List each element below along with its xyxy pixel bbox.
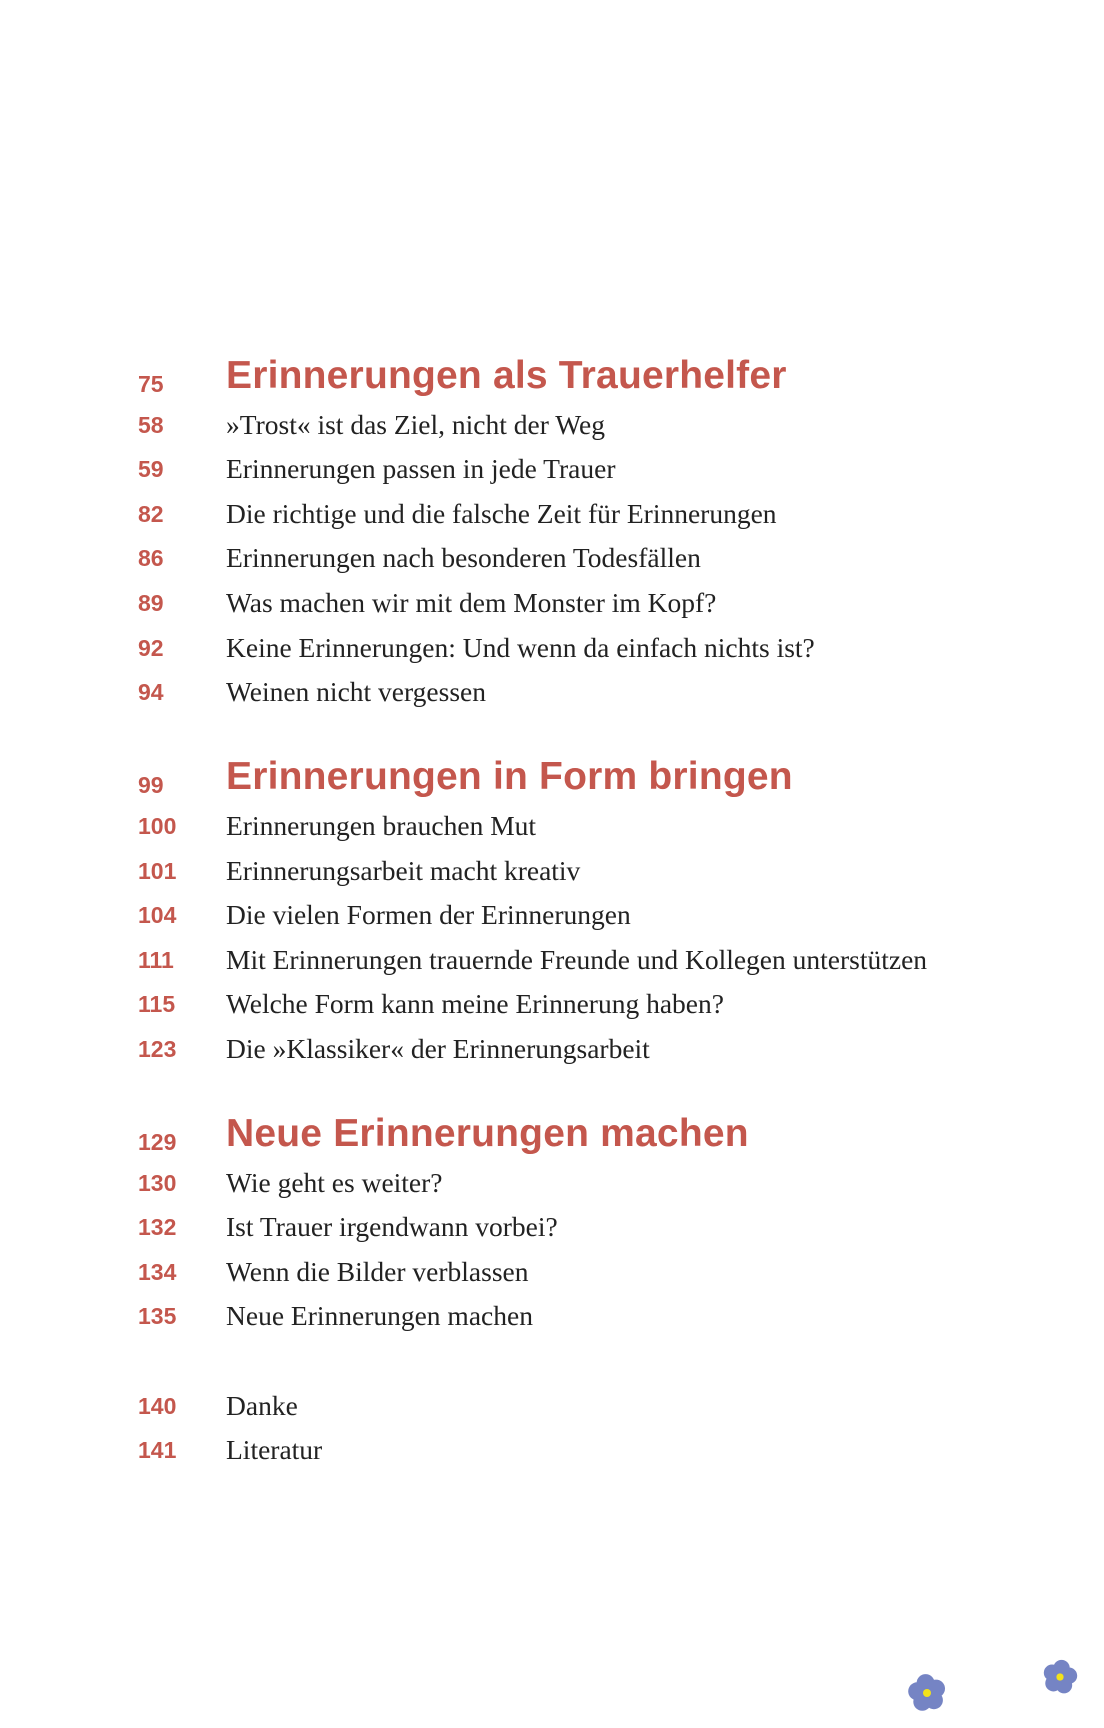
- page-number: 99: [138, 772, 164, 799]
- entry-title: Literatur: [226, 1434, 323, 1466]
- page-number: 135: [138, 1303, 177, 1330]
- entry-title: Erinnerungen passen in jede Trauer: [226, 453, 616, 485]
- entry-title: Erinnerungen nach besonderen Todesfällen: [226, 542, 701, 574]
- page-number: 58: [138, 411, 164, 438]
- entry-title: Ist Trauer irgendwann vorbei?: [226, 1211, 558, 1243]
- page-number: 115: [138, 991, 176, 1018]
- page-number: 132: [138, 1214, 177, 1241]
- toc-section: 99 Erinnerungen in Form bringen 100 Erinner…: [0, 755, 1104, 1072]
- page-number: 111: [138, 946, 174, 973]
- section-heading[interactable]: 129 Neue Erinnerungen machen: [0, 1112, 1104, 1161]
- entry-title: »Trost« ist das Ziel, nicht der Weg: [226, 408, 605, 440]
- page-number: 92: [138, 634, 164, 661]
- page-number: 141: [138, 1437, 177, 1464]
- page-number: 129: [138, 1129, 177, 1156]
- section-heading[interactable]: 75 Erinnerungen als Trauerhelfer: [0, 354, 1104, 403]
- entry-title: Erinnerungsarbeit macht kreativ: [226, 854, 581, 886]
- toc-entry[interactable]: 134 Wenn die Bilder verblassen: [0, 1250, 1104, 1295]
- entry-title: Die vielen Formen der Erinnerungen: [226, 899, 631, 931]
- toc-section: 75 Erinnerungen als Trauerhelfer 58 »Trost«…: [0, 354, 1104, 715]
- page-number: 59: [138, 456, 164, 483]
- section-spacer: [0, 1072, 1104, 1117]
- entry-title: Was machen wir mit dem Monster im Kopf?: [226, 586, 717, 618]
- entry-title: Mit Erinnerungen trauernde Freunde und K…: [226, 943, 928, 975]
- toc-entry[interactable]: 132 Ist Trauer irgendwann vorbei?: [0, 1205, 1104, 1250]
- page-number: 75: [138, 371, 164, 397]
- toc-entry[interactable]: 115 Welche Form kann meine Erinnerung hab…: [0, 982, 1104, 1027]
- page-number: 123: [138, 1035, 177, 1062]
- toc-entry[interactable]: 58 »Trost« ist das Ziel, nicht der Weg: [0, 403, 1104, 448]
- toc-entry[interactable]: 135 Neue Erinnerungen machen: [0, 1294, 1104, 1339]
- toc-entry[interactable]: 92 Keine Erinnerungen: Und wenn da einfac…: [0, 626, 1104, 671]
- entry-title: Keine Erinnerungen: Und wenn da einfach …: [226, 631, 815, 663]
- toc-entry[interactable]: 141 Literatur: [0, 1428, 1104, 1473]
- page-number: 94: [138, 679, 164, 706]
- section-spacer: [0, 1339, 1104, 1384]
- heading-title: Erinnerungen in Form bringen: [226, 755, 793, 799]
- forget-me-not-flower-icon: [908, 1674, 945, 1711]
- page-number: 101: [138, 857, 177, 884]
- toc-entry[interactable]: 104 Die vielen Formen der Erinnerungen: [0, 893, 1104, 938]
- entry-title: Weinen nicht vergessen: [226, 676, 486, 708]
- toc-entry[interactable]: 111 Mit Erinnerungen trauernde Freunde un…: [0, 938, 1104, 983]
- toc-entry[interactable]: 89 Was machen wir mit dem Monster im Kopf…: [0, 581, 1104, 626]
- page-number: 89: [138, 589, 164, 616]
- toc-section: 140 Danke 141 Literatur: [0, 1384, 1104, 1473]
- toc-entry[interactable]: 130 Wie geht es weiter?: [0, 1161, 1104, 1206]
- section-heading[interactable]: 99 Erinnerungen in Form bringen: [0, 755, 1104, 804]
- toc-entry[interactable]: 86 Erinnerungen nach besonderen Todesfäll…: [0, 536, 1104, 581]
- entry-title: Erinnerungen brauchen Mut: [226, 809, 537, 841]
- entry-title: Wie geht es weiter?: [226, 1166, 443, 1198]
- toc-entry[interactable]: 82 Die richtige und die falsche Zeit für …: [0, 492, 1104, 537]
- table-of-contents: 75 Erinnerungen als Trauerhelfer 58 »Trost«…: [0, 354, 1104, 1473]
- forget-me-not-flower-icon: [1043, 1659, 1078, 1694]
- toc-entry[interactable]: 101 Erinnerungsarbeit macht kreativ: [0, 849, 1104, 894]
- toc-entry[interactable]: 100 Erinnerungen brauchen Mut: [0, 804, 1104, 849]
- heading-title: Erinnerungen als Trauerhelfer: [226, 354, 787, 397]
- entry-title: Danke: [226, 1389, 298, 1421]
- page-number: 86: [138, 545, 164, 572]
- page-number: 82: [138, 500, 164, 527]
- page-number: 134: [138, 1258, 177, 1285]
- page-number: 140: [138, 1392, 177, 1419]
- entry-title: Die »Klassiker« der Erinnerungsarbeit: [226, 1032, 650, 1064]
- toc-entry[interactable]: 123 Die »Klassiker« der Erinnerungsarbeit: [0, 1027, 1104, 1072]
- toc-entry[interactable]: 94 Weinen nicht vergessen: [0, 670, 1104, 715]
- page-number: 130: [138, 1169, 177, 1196]
- section-spacer: [0, 715, 1104, 760]
- toc-entry[interactable]: 140 Danke: [0, 1384, 1104, 1429]
- page-number: 100: [138, 812, 177, 839]
- heading-title: Neue Erinnerungen machen: [226, 1112, 749, 1156]
- entry-title: Die richtige und die falsche Zeit für Er…: [226, 497, 777, 529]
- toc-section: 129 Neue Erinnerungen machen 130 Wie geht e…: [0, 1112, 1104, 1339]
- toc-entry[interactable]: 59 Erinnerungen passen in jede Trauer: [0, 447, 1104, 492]
- entry-title: Wenn die Bilder verblassen: [226, 1255, 529, 1287]
- entry-title: Neue Erinnerungen machen: [226, 1300, 533, 1332]
- page-number: 104: [138, 902, 177, 929]
- entry-title: Welche Form kann meine Erinnerung haben?: [226, 988, 724, 1020]
